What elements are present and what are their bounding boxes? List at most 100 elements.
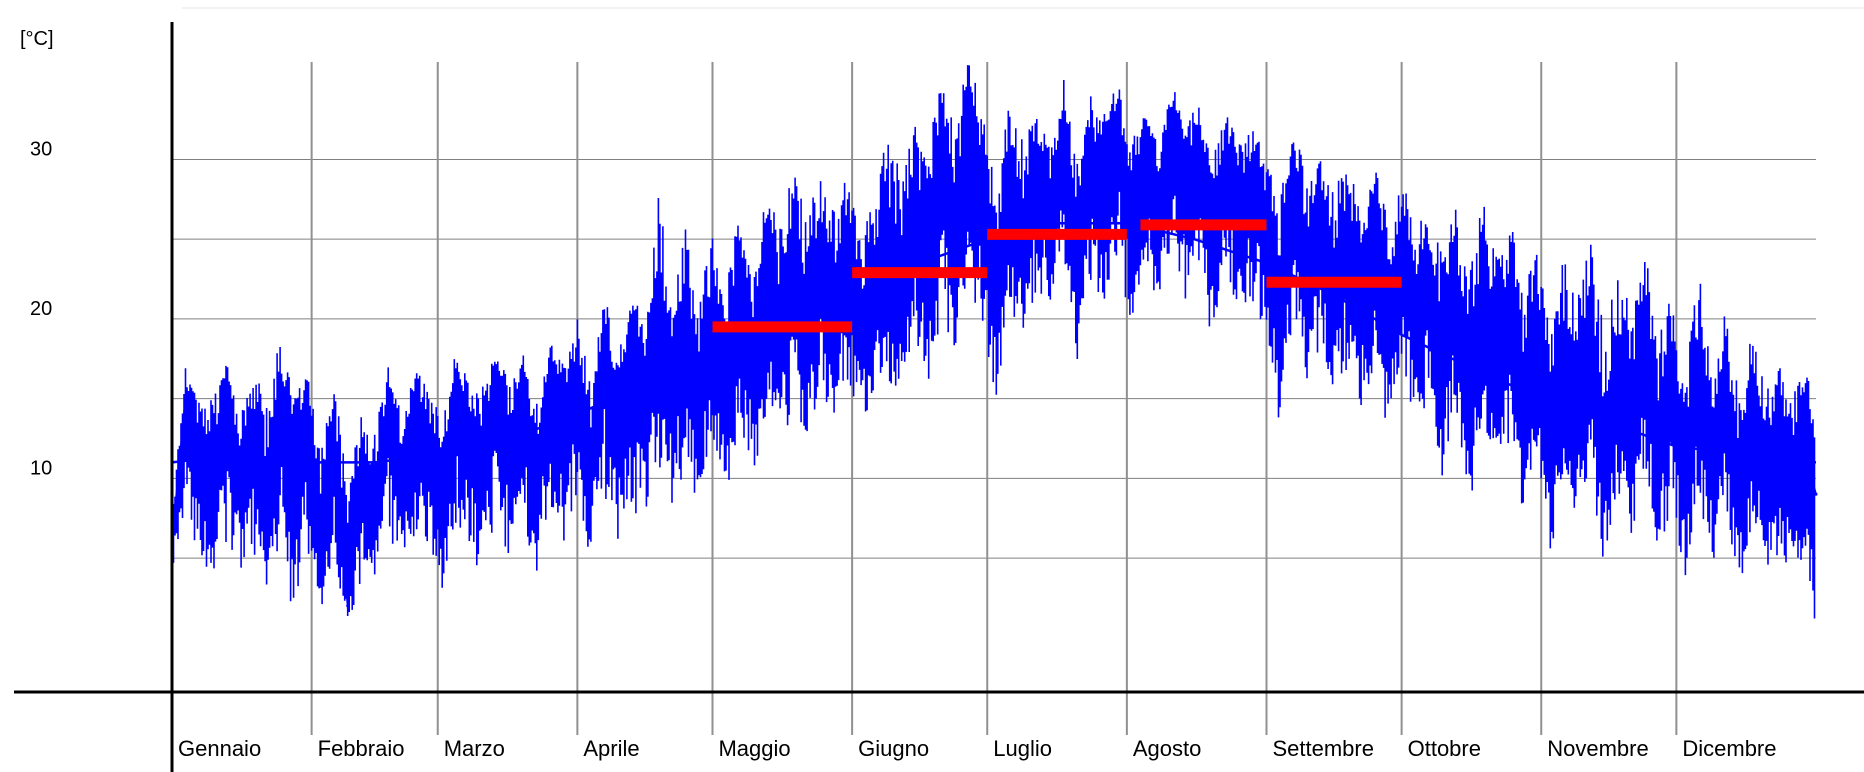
daily-point xyxy=(751,365,755,369)
labels-layer: [°C] 10 20 30 Gennaio Febbraio Marzo Aprile Mag… xyxy=(20,28,1777,761)
daily-point xyxy=(1697,365,1701,369)
y-axis-label: [°C] xyxy=(20,28,54,50)
daily-point xyxy=(1764,476,1768,480)
daily-point xyxy=(440,492,444,496)
daily-point xyxy=(765,285,769,289)
daily-point xyxy=(846,253,850,257)
daily-point xyxy=(1386,333,1390,337)
daily-point xyxy=(454,381,458,385)
daily-point xyxy=(629,365,633,369)
daily-point xyxy=(1454,285,1458,289)
daily-point xyxy=(413,413,417,417)
daily-point xyxy=(278,397,282,401)
daily-point xyxy=(778,333,782,337)
month-label: Febbraio xyxy=(318,736,405,761)
daily-point xyxy=(1035,157,1039,161)
daily-point xyxy=(1183,189,1187,193)
daily-point xyxy=(697,397,701,401)
trend-line xyxy=(171,221,1817,464)
daily-point xyxy=(589,460,593,464)
daily-point xyxy=(1319,221,1323,225)
daily-point xyxy=(467,429,471,433)
daily-point xyxy=(1481,301,1485,305)
daily-point xyxy=(1427,269,1431,273)
daily-point xyxy=(602,349,606,353)
daily-point xyxy=(940,142,944,146)
y-tick-label: 20 xyxy=(30,298,52,320)
daily-point xyxy=(859,333,863,337)
daily-point xyxy=(373,508,377,512)
daily-point xyxy=(548,365,552,369)
daily-point xyxy=(1589,349,1593,353)
daily-point xyxy=(1062,142,1066,146)
daily-point xyxy=(1575,413,1579,417)
daily-point xyxy=(1521,413,1525,417)
daily-point xyxy=(305,413,309,417)
daily-point xyxy=(1197,142,1201,146)
y-tick-label: 30 xyxy=(30,138,52,160)
daily-point xyxy=(1535,333,1539,337)
daily-point xyxy=(1278,317,1282,321)
daily-point xyxy=(535,476,539,480)
daily-point xyxy=(1373,253,1377,257)
daily-point xyxy=(521,397,525,401)
month-label: Maggio xyxy=(718,736,790,761)
month-label: Luglio xyxy=(993,736,1052,761)
daily-point xyxy=(1305,269,1309,273)
daily-point xyxy=(1075,253,1079,257)
daily-point xyxy=(224,381,228,385)
daily-point xyxy=(184,397,188,401)
daily-point xyxy=(1751,413,1755,417)
daily-point xyxy=(1670,381,1674,385)
series-layer xyxy=(170,65,1818,619)
daily-point xyxy=(792,269,796,273)
daily-point xyxy=(1400,237,1404,241)
daily-point xyxy=(386,397,390,401)
month-label: Dicembre xyxy=(1682,736,1776,761)
daily-point xyxy=(1643,333,1647,337)
daily-point xyxy=(886,253,890,257)
daily-point xyxy=(954,237,958,241)
daily-point xyxy=(562,413,566,417)
daily-point xyxy=(1008,189,1012,193)
daily-point xyxy=(1602,460,1606,464)
daily-point xyxy=(1440,365,1444,369)
daily-point xyxy=(319,540,323,544)
daily-range-strokes xyxy=(171,65,1816,619)
daily-point xyxy=(400,476,404,480)
daily-point xyxy=(1616,381,1620,385)
daily-point xyxy=(832,317,836,321)
daily-point xyxy=(1508,317,1512,321)
daily-point xyxy=(1494,365,1498,369)
daily-point xyxy=(211,492,215,496)
daily-point xyxy=(670,381,674,385)
daily-point xyxy=(819,253,823,257)
daily-point xyxy=(994,285,998,289)
daily-point xyxy=(643,397,647,401)
daily-point xyxy=(251,429,255,433)
daily-point xyxy=(683,333,687,337)
daily-point xyxy=(616,429,620,433)
daily-point xyxy=(913,221,917,225)
daily-point xyxy=(1467,397,1471,401)
daily-point xyxy=(427,444,431,448)
daily-point xyxy=(967,110,971,114)
daily-point xyxy=(1048,205,1052,209)
daily-point xyxy=(738,301,742,305)
monthly-mean-layer xyxy=(712,219,1402,333)
month-label: Novembre xyxy=(1547,736,1648,761)
daily-point xyxy=(332,429,336,433)
daily-point xyxy=(1292,189,1296,193)
daily-point xyxy=(1116,126,1120,130)
daily-point xyxy=(1210,237,1214,241)
axes-layer xyxy=(14,22,1864,772)
daily-point xyxy=(873,285,877,289)
daily-point xyxy=(981,205,985,209)
daily-point xyxy=(1251,173,1255,177)
month-label: Settembre xyxy=(1272,736,1374,761)
daily-point xyxy=(481,460,485,464)
daily-point xyxy=(1143,157,1147,161)
daily-point xyxy=(1814,492,1818,496)
daily-point xyxy=(1791,476,1795,480)
